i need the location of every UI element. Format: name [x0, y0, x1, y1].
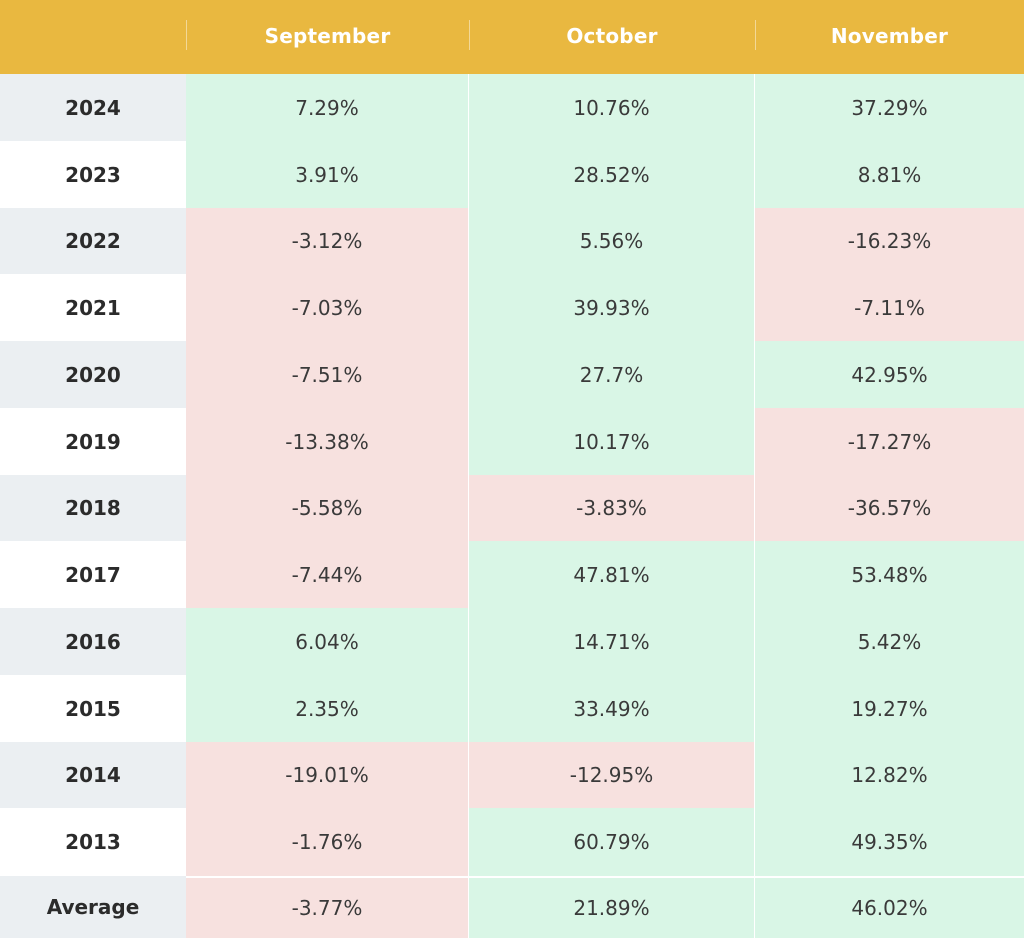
row-label: 2022	[0, 208, 186, 274]
table-row: Average -3.77% 21.89% 46.02%	[0, 876, 1024, 938]
value-cell-september: 6.04%	[186, 608, 468, 675]
table-row: 2022 -3.12% 5.56% -16.23%	[0, 208, 1024, 274]
value-cell-september: 2.35%	[186, 675, 468, 742]
value-cell-september: -3.12%	[186, 208, 468, 274]
table-row: 2023 3.91% 28.52% 8.81%	[0, 141, 1024, 208]
value-cell-november: -7.11%	[755, 274, 1024, 341]
value-cell-september: -1.76%	[186, 808, 468, 876]
value-cell-november: 42.95%	[755, 341, 1024, 408]
value-cell-september: -13.38%	[186, 408, 468, 475]
value-cell-september: 3.91%	[186, 141, 468, 208]
value-cell-november: 5.42%	[755, 608, 1024, 675]
row-label: 2016	[0, 608, 186, 675]
value-cell-november: 53.48%	[755, 541, 1024, 608]
table-row: 2013 -1.76% 60.79% 49.35%	[0, 808, 1024, 876]
value-cell-september: -19.01%	[186, 742, 468, 808]
value-cell-october: 28.52%	[469, 141, 754, 208]
value-cell-november: 19.27%	[755, 675, 1024, 742]
header-separator	[469, 20, 470, 50]
header-cell-empty	[0, 0, 186, 74]
column-header-september: September	[264, 24, 391, 48]
row-label: 2020	[0, 341, 186, 408]
value-cell-october: 10.76%	[469, 74, 754, 141]
row-label: 2023	[0, 141, 186, 208]
value-cell-november: -17.27%	[755, 408, 1024, 475]
row-label: 2018	[0, 475, 186, 541]
table-row: 2017 -7.44% 47.81% 53.48%	[0, 541, 1024, 608]
value-cell-september: -3.77%	[186, 876, 468, 938]
value-cell-september: -5.58%	[186, 475, 468, 541]
value-cell-october: 60.79%	[469, 808, 754, 876]
value-cell-november: 12.82%	[755, 742, 1024, 808]
value-cell-november: 37.29%	[755, 74, 1024, 141]
table-row: 2014 -19.01% -12.95% 12.82%	[0, 742, 1024, 808]
value-cell-october: 14.71%	[469, 608, 754, 675]
table-row: 2015 2.35% 33.49% 19.27%	[0, 675, 1024, 742]
row-label: 2021	[0, 274, 186, 341]
row-label: 2017	[0, 541, 186, 608]
table-row: 2019 -13.38% 10.17% -17.27%	[0, 408, 1024, 475]
table-row: 2018 -5.58% -3.83% -36.57%	[0, 475, 1024, 541]
value-cell-october: 27.7%	[469, 341, 754, 408]
header-separator	[755, 20, 756, 50]
column-header-october: October	[566, 24, 658, 48]
value-cell-october: 21.89%	[469, 876, 754, 938]
row-label: 2024	[0, 74, 186, 141]
value-cell-november: -36.57%	[755, 475, 1024, 541]
header-separator	[186, 20, 187, 50]
row-label: 2019	[0, 408, 186, 475]
value-cell-october: 10.17%	[469, 408, 754, 475]
table-row: 2016 6.04% 14.71% 5.42%	[0, 608, 1024, 675]
value-cell-november: -16.23%	[755, 208, 1024, 274]
value-cell-october: -3.83%	[469, 475, 754, 541]
row-label: 2015	[0, 675, 186, 742]
table-header: September October November	[0, 0, 1024, 74]
row-label: 2014	[0, 742, 186, 808]
table-row: 2020 -7.51% 27.7% 42.95%	[0, 341, 1024, 408]
table-row: 2021 -7.03% 39.93% -7.11%	[0, 274, 1024, 341]
value-cell-september: 7.29%	[186, 74, 468, 141]
value-cell-november: 46.02%	[755, 876, 1024, 938]
table-row: 2024 7.29% 10.76% 37.29%	[0, 74, 1024, 141]
value-cell-november: 49.35%	[755, 808, 1024, 876]
value-cell-october: 39.93%	[469, 274, 754, 341]
value-cell-november: 8.81%	[755, 141, 1024, 208]
column-header-november: November	[830, 24, 949, 48]
value-cell-october: 33.49%	[469, 675, 754, 742]
value-cell-september: -7.51%	[186, 341, 468, 408]
value-cell-october: 47.81%	[469, 541, 754, 608]
value-cell-october: -12.95%	[469, 742, 754, 808]
value-cell-october: 5.56%	[469, 208, 754, 274]
row-label: Average	[0, 876, 186, 938]
value-cell-september: -7.44%	[186, 541, 468, 608]
row-label: 2013	[0, 808, 186, 876]
value-cell-september: -7.03%	[186, 274, 468, 341]
